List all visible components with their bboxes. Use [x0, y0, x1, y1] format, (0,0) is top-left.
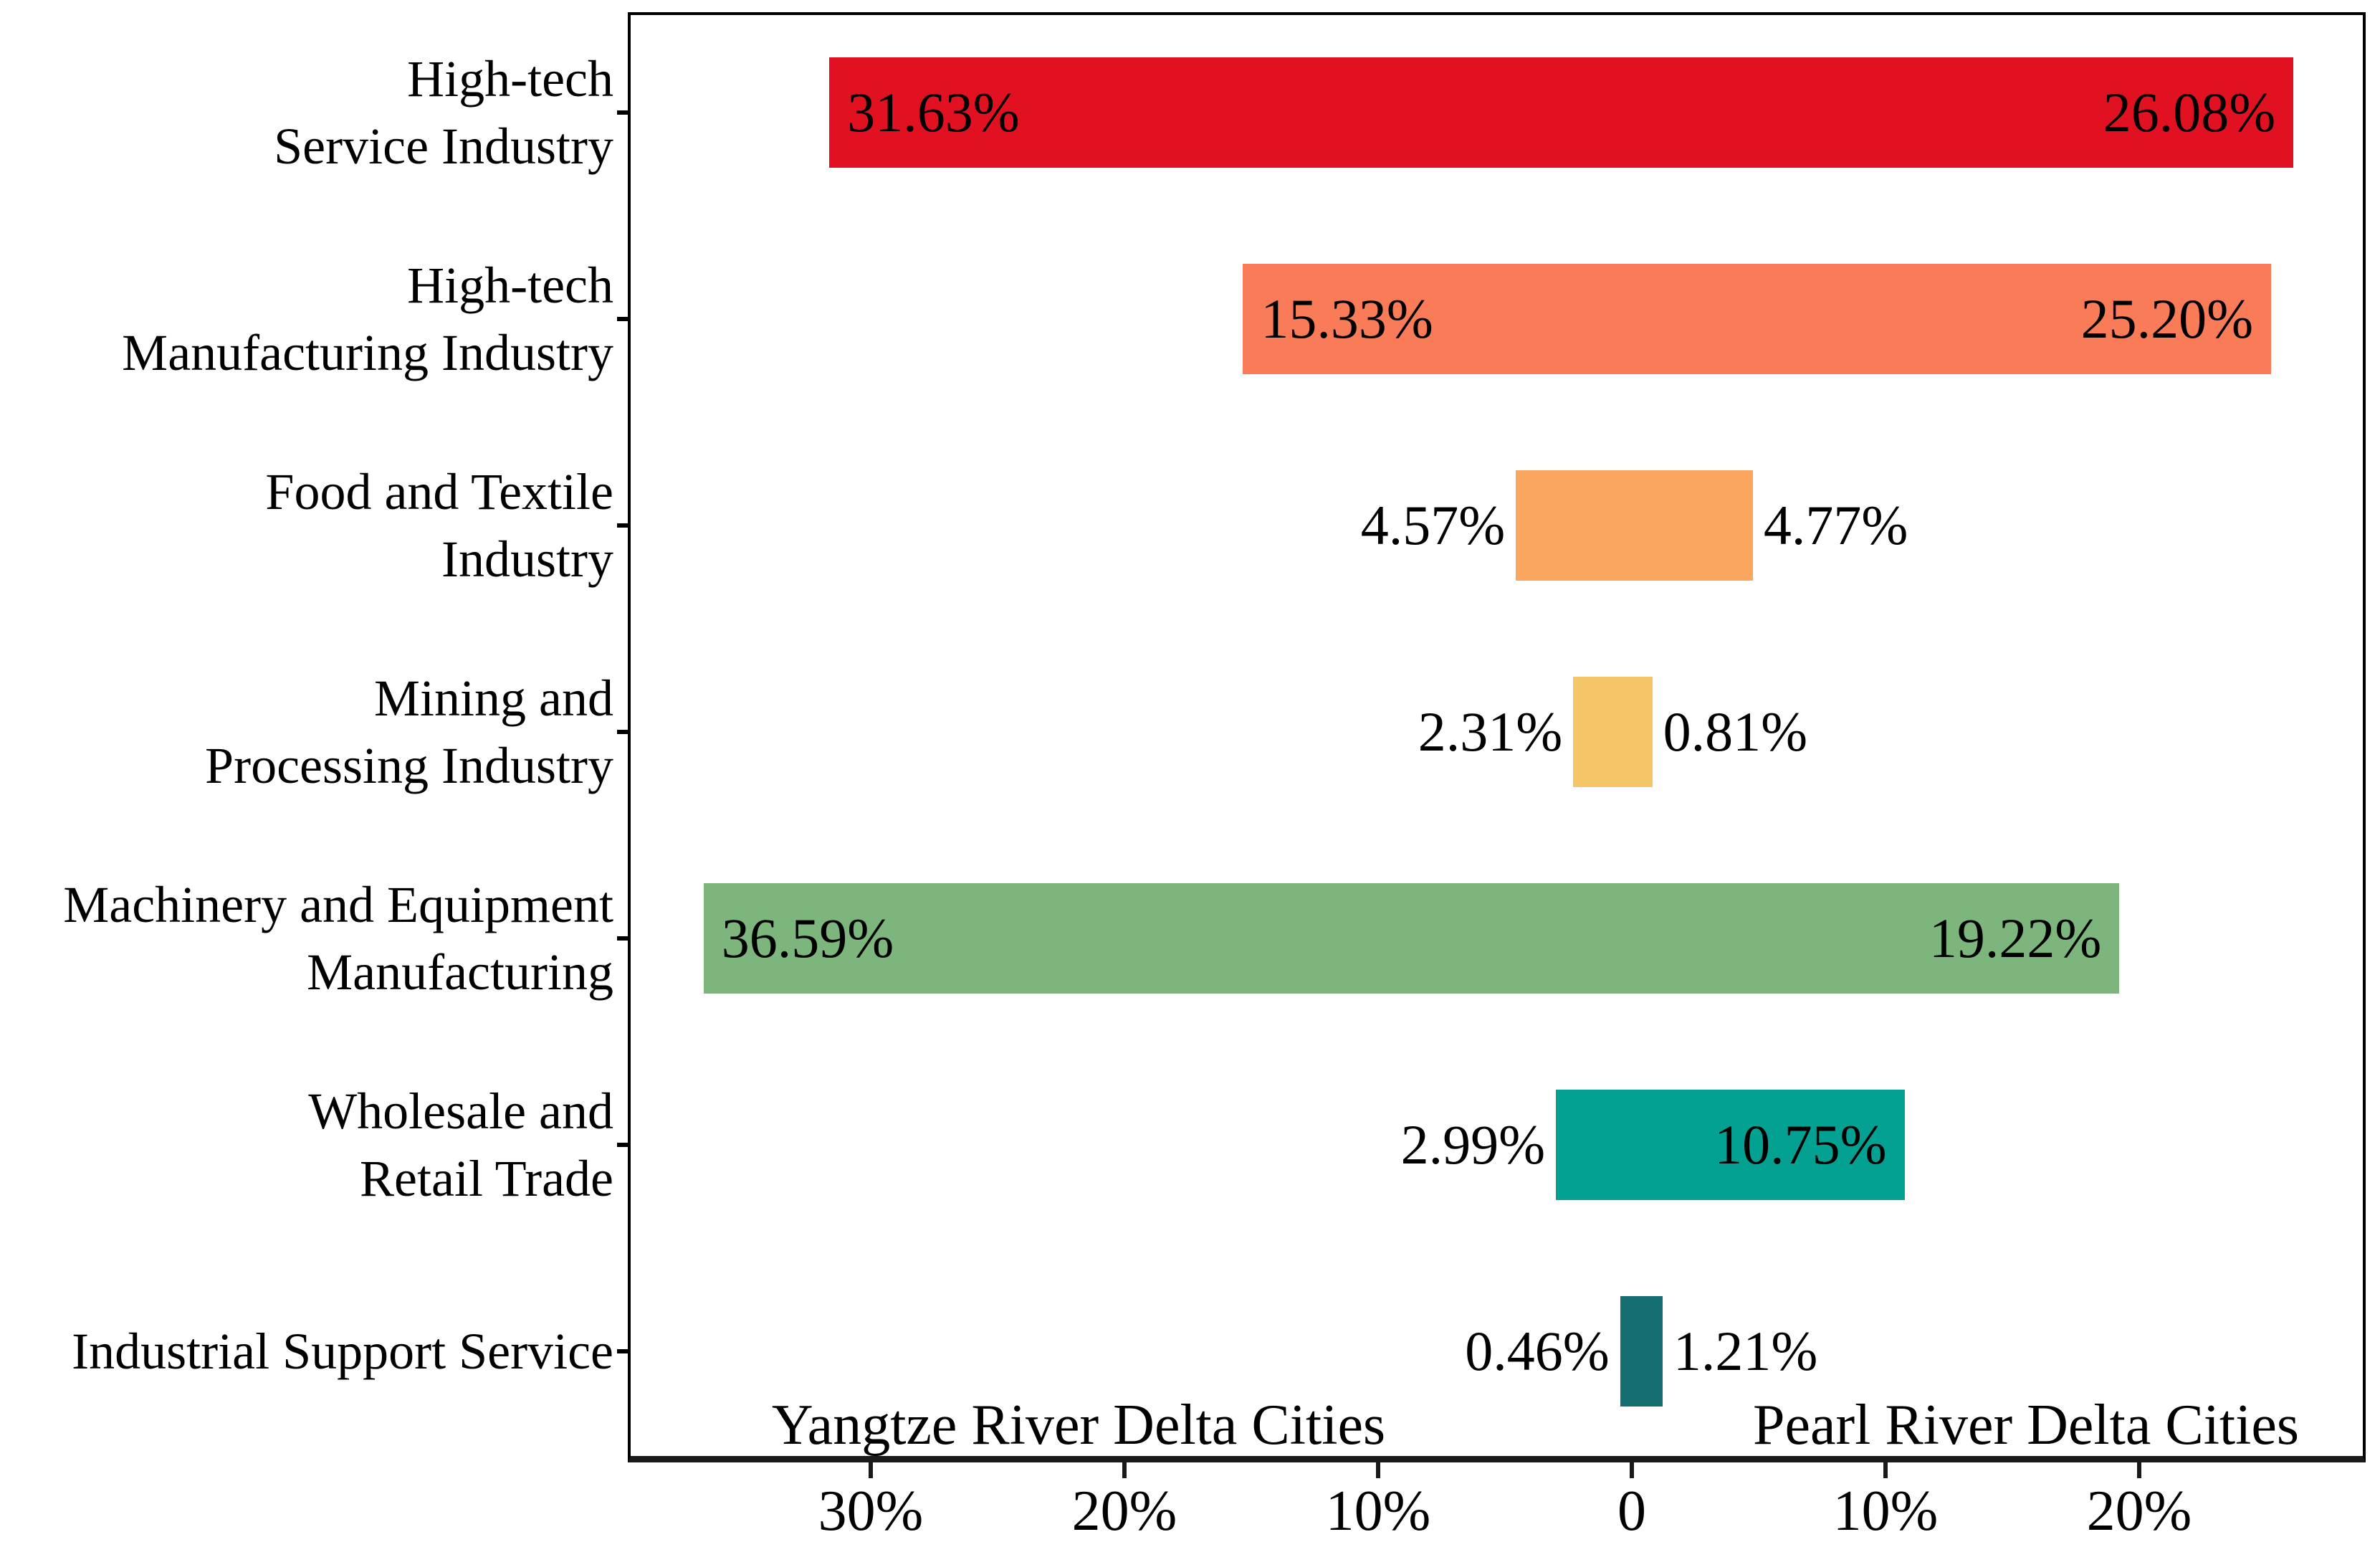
x-tick-label-4: 10% — [1832, 1480, 1939, 1542]
x-tick-mark-1 — [1122, 1462, 1127, 1478]
x-tick-mark-2 — [1376, 1462, 1380, 1478]
bar-row-4 — [703, 883, 2120, 994]
x-tick-mark-0 — [869, 1462, 873, 1478]
x-tick-mark-4 — [1883, 1462, 1888, 1478]
bar-row-6 — [1620, 1296, 1663, 1407]
series-label-right: Pearl River Delta Cities — [1752, 1394, 2300, 1457]
category-label-4: Machinery and Equipment Manufacturing — [63, 876, 613, 1001]
x-tick-label-5: 20% — [2086, 1480, 2192, 1542]
value-label-right-6: 1.21% — [1673, 1320, 1818, 1382]
category-label-0: High-tech Service Industry — [274, 50, 613, 175]
value-label-right-2: 4.77% — [1763, 494, 1908, 556]
x-tick-label-3: 0 — [1617, 1480, 1646, 1542]
y-tick-mark-2 — [617, 523, 628, 528]
y-tick-mark-4 — [617, 936, 628, 941]
bar-row-1 — [1243, 264, 2272, 374]
x-tick-label-2: 10% — [1325, 1480, 1431, 1542]
bar-row-5 — [1556, 1090, 1905, 1200]
value-label-right-4: 19.22% — [1929, 907, 2102, 969]
series-label-left: Yangtze River Delta Cities — [771, 1394, 1386, 1457]
category-label-5: Wholesale and Retail Trade — [308, 1082, 613, 1207]
x-tick-mark-3 — [1630, 1462, 1634, 1478]
y-tick-mark-6 — [617, 1349, 628, 1353]
value-label-left-1: 15.33% — [1261, 287, 1433, 350]
value-label-right-0: 26.08% — [2103, 81, 2276, 143]
value-label-left-2: 4.57% — [1360, 494, 1506, 556]
category-label-2: Food and Textile Industry — [265, 463, 613, 588]
value-label-right-5: 10.75% — [1714, 1113, 1887, 1176]
y-tick-mark-5 — [617, 1143, 628, 1147]
plot-area: Yangtze River Delta Cities Pearl River D… — [628, 12, 2366, 1462]
value-label-left-5: 2.99% — [1400, 1113, 1546, 1176]
y-tick-mark-3 — [617, 730, 628, 734]
category-label-1: High-tech Manufacturing Industry — [122, 257, 613, 381]
bar-row-3 — [1573, 677, 1653, 787]
bar-row-0 — [829, 57, 2294, 168]
value-label-left-0: 31.63% — [847, 81, 1020, 143]
value-label-left-6: 0.46% — [1465, 1320, 1610, 1382]
x-tick-mark-5 — [2137, 1462, 2141, 1478]
value-label-right-3: 0.81% — [1663, 700, 1808, 763]
x-tick-label-0: 30% — [818, 1480, 924, 1542]
y-tick-mark-0 — [617, 110, 628, 115]
category-label-3: Mining and Processing Industry — [205, 670, 613, 794]
x-tick-label-1: 20% — [1071, 1480, 1177, 1542]
category-label-6: Industrial Support Service — [72, 1323, 613, 1380]
value-label-left-4: 36.59% — [721, 907, 894, 969]
y-tick-mark-1 — [617, 317, 628, 321]
bar-row-2 — [1516, 470, 1753, 581]
value-label-left-3: 2.31% — [1418, 700, 1563, 763]
value-label-right-1: 25.20% — [2080, 287, 2254, 350]
